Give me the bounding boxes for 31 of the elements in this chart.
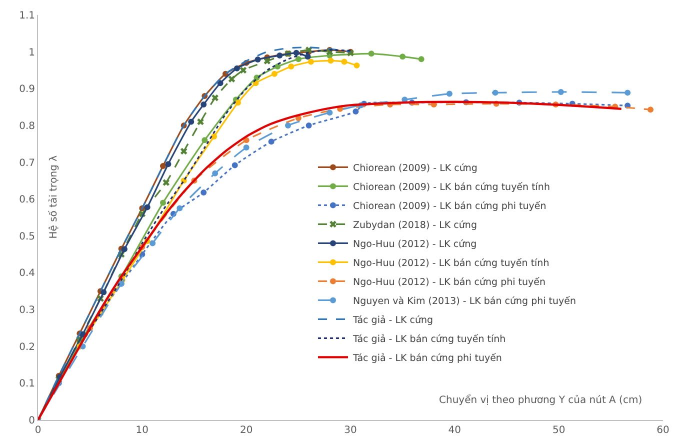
y-tick-label: 0.9 xyxy=(19,84,35,96)
legend-label: Chiorean (2009) - LK bán cứng tuyến tính xyxy=(353,180,550,193)
y-tick-label: 0 xyxy=(28,416,35,426)
legend-label: Tác giả - LK bán cứng phi tuyến xyxy=(352,352,502,364)
x-tick-label: 30 xyxy=(344,425,357,436)
legend-label: Ngo-Huu (2012) - LK bán cứng tuyến tính xyxy=(353,256,550,269)
y-tick-label: 0.8 xyxy=(19,120,35,132)
y-axis-title: Hệ số tải trọng λ xyxy=(47,155,60,239)
legend-label: Ngo-Huu (2012) - LK bán cứng phi tuyến xyxy=(353,276,546,288)
y-tick-label: 0.5 xyxy=(19,231,35,242)
legend-label: Chiorean (2009) - LK cứng xyxy=(353,162,478,174)
x-tick-label: 20 xyxy=(240,425,253,436)
x-tick-label: 10 xyxy=(136,425,149,436)
x-tick-label: 40 xyxy=(448,425,462,436)
y-tick-label: 1.1 xyxy=(19,10,35,22)
legend-label: Tác giả - LK cứng xyxy=(352,314,434,326)
legend-label: Ngo-Huu (2012) - LK cứng xyxy=(353,238,477,250)
legend-label: Zubydan (2018) - LK cứng xyxy=(353,220,477,231)
y-tick-label: 0.2 xyxy=(19,342,35,353)
y-tick-label: 0.1 xyxy=(19,378,35,390)
x-tick-label: 60 xyxy=(656,425,670,436)
legend-label: Nguyen và Kim (2013) - LK bán cứng phi tuyến xyxy=(353,294,576,307)
y-tick-label: 1 xyxy=(28,47,35,58)
y-tick-label: 0.4 xyxy=(19,268,35,280)
y-tick-label: 0.6 xyxy=(19,194,35,206)
x-tick-label: 50 xyxy=(552,425,566,436)
x-axis-title: Chuyển vị theo phương Y của nút A (cm) xyxy=(439,394,642,406)
legend-label: Tác giả - LK bán cứng tuyến tính xyxy=(352,332,506,345)
y-tick-label: 0.3 xyxy=(19,305,35,316)
y-tick-label: 0.7 xyxy=(19,158,35,169)
legend-label: Chiorean (2009) - LK bán cứng phi tuyến xyxy=(353,200,546,212)
